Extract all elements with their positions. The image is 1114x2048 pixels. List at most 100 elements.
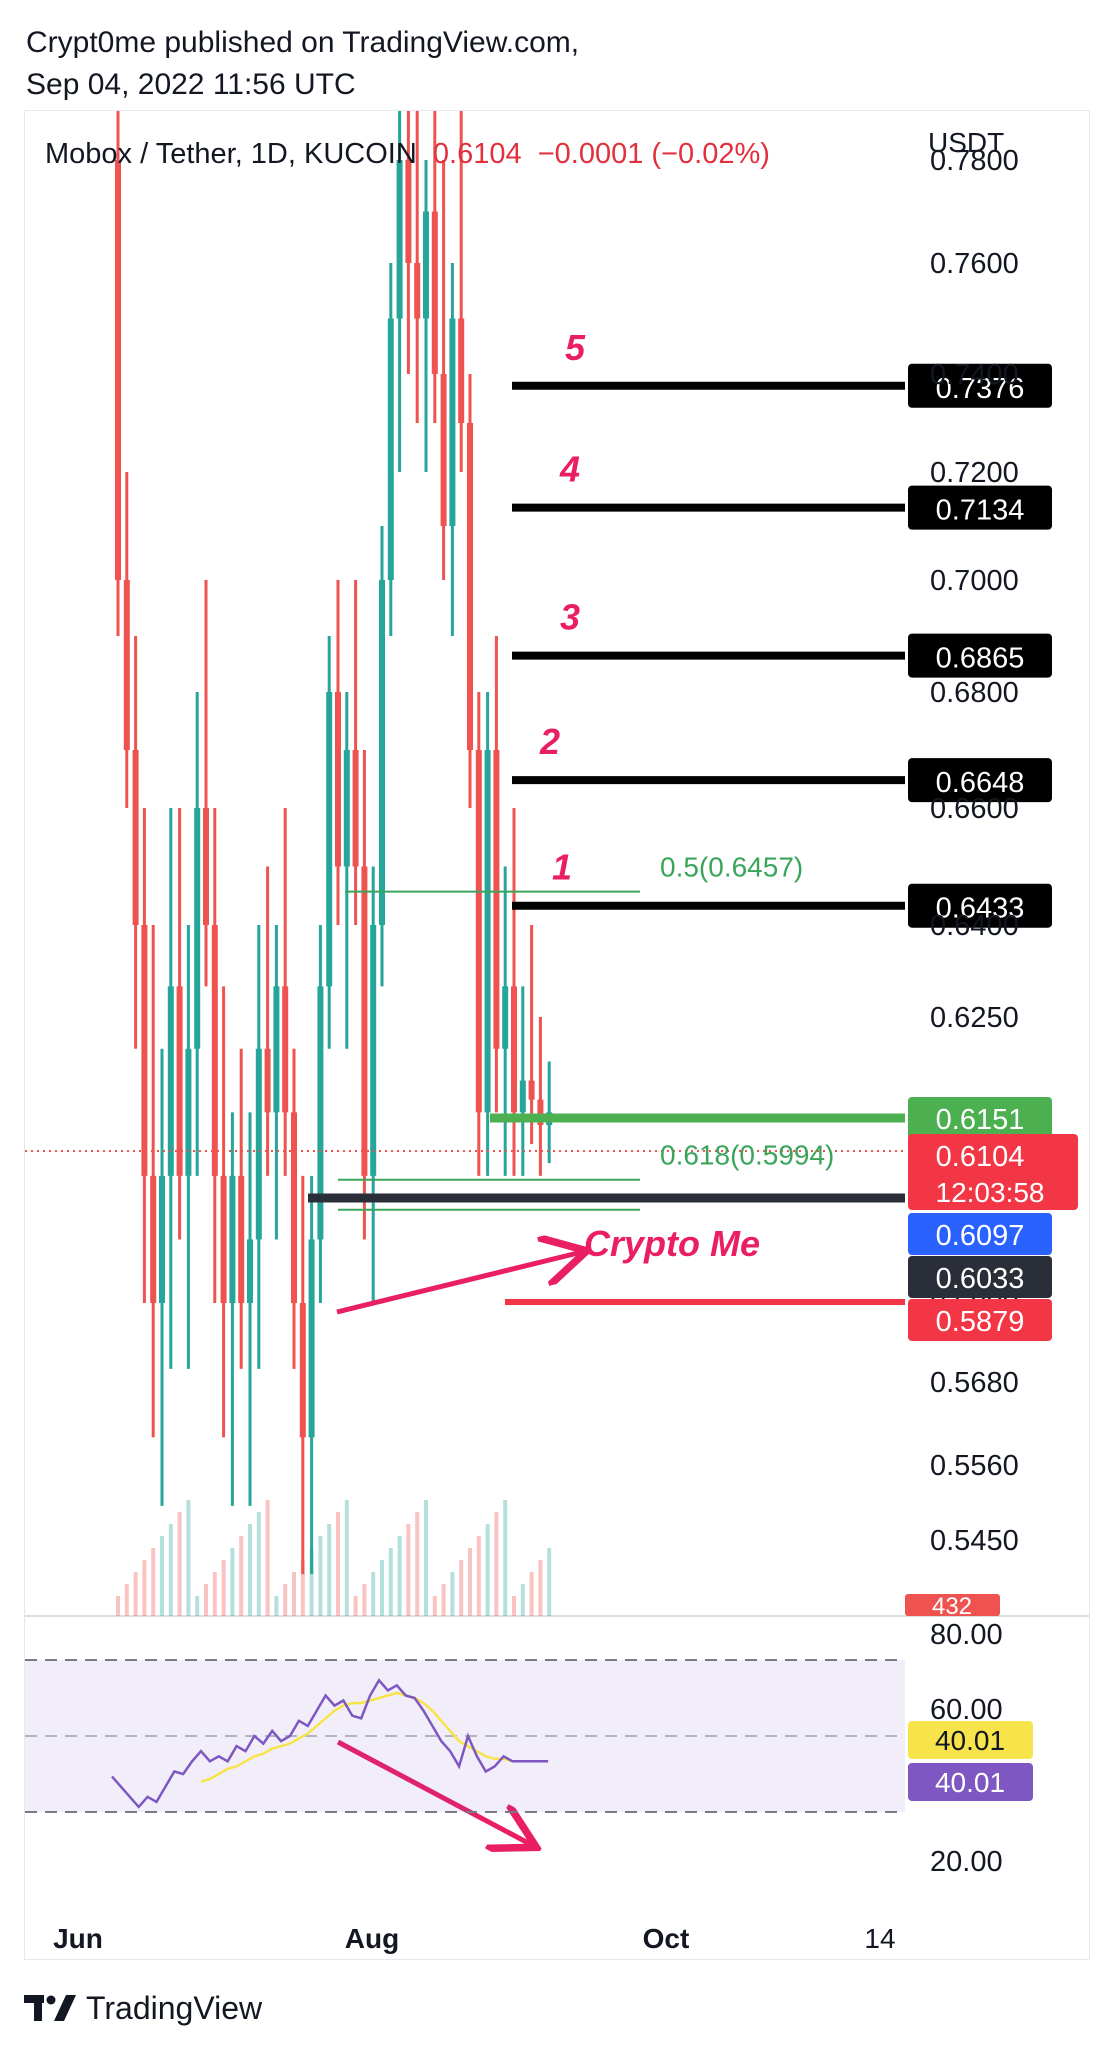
candle-body: [167, 986, 174, 1176]
volume-bar: [133, 1572, 138, 1616]
volume-badge-text: 432: [932, 1593, 972, 1620]
volume-bar: [256, 1512, 261, 1616]
candle-body: [519, 1080, 526, 1113]
target-lines[interactable]: 5 0.7376 4 0.7134 3 0.6865 2 0.6648 1 0.6433: [512, 327, 1052, 928]
price-tick-label: 0.6600: [930, 793, 1019, 825]
volume-bar: [494, 1512, 499, 1616]
time-axis[interactable]: Jun Aug Oct 14: [53, 1923, 895, 1954]
last-price: 0.6104: [432, 138, 522, 170]
volume-bar: [239, 1536, 244, 1616]
symbol-legend[interactable]: Mobox / Tether, 1D, KUCOIN 0.6104 −0.000…: [45, 138, 770, 171]
candle-body: [493, 750, 500, 1049]
footer-brand[interactable]: TradingView: [24, 1988, 262, 2028]
price-tick-label: 0.7800: [930, 145, 1019, 177]
volume-bar: [406, 1524, 411, 1616]
volume-bar: [230, 1548, 235, 1616]
price-badge-text: 0.6097: [936, 1220, 1025, 1252]
candle-body: [440, 374, 447, 526]
fib-level-label: 0.618(0.5994): [660, 1140, 834, 1171]
rsi-tick-label: 20.00: [930, 1846, 1003, 1878]
candle-body: [247, 1239, 253, 1303]
rsi-ma-line: [200, 1691, 549, 1783]
candle-body: [220, 1175, 227, 1303]
fib-retracement[interactable]: 0.5(0.6457) 0.618(0.5994): [338, 852, 834, 1211]
price-change: −0.0001 (−0.02%): [537, 138, 770, 170]
volume-bar: [336, 1512, 340, 1616]
fib-level-label: 0.5(0.6457): [660, 852, 803, 883]
price-tick-label: 0.7600: [930, 248, 1019, 280]
price-badge-text: 0.6033: [936, 1263, 1025, 1295]
volume-bar: [468, 1548, 472, 1616]
rsi-value-text: 40.01: [935, 1767, 1005, 1798]
volume-bar: [362, 1584, 367, 1616]
volume-bar: [300, 1560, 305, 1616]
price-badge: [908, 1299, 1052, 1341]
candle-body: [414, 263, 421, 319]
target-price-text: 0.6648: [936, 767, 1025, 799]
price-badge: [908, 1213, 1052, 1255]
price-badge-text: 0.6104: [936, 1141, 1025, 1173]
volume-bar: [265, 1500, 270, 1616]
candle-body: [343, 750, 350, 867]
candle-body: [475, 750, 482, 1113]
target-price-badge: [908, 363, 1052, 408]
volume-bar: [371, 1572, 376, 1616]
price-tick-label: 0.6800: [930, 677, 1019, 709]
price-badge: [908, 1256, 1052, 1298]
volume-bar: [327, 1524, 332, 1616]
price-badge: [908, 1134, 1078, 1210]
candle-body: [484, 750, 491, 1113]
price-axis[interactable]: 0.7800 0.7600 0.7400 0.7200 0.7000 0.6800 0.66…: [930, 145, 1019, 1557]
volume-bar: [485, 1524, 490, 1616]
price-tick-label: 0.6400: [930, 910, 1019, 942]
chart-canvas[interactable]: 0.5(0.6457) 0.618(0.5994) 5 0.7376 4 0.7134 3…: [0, 0, 1114, 1970]
target-price-badge: [908, 633, 1052, 678]
price-axis-unit: USDT: [928, 127, 1004, 158]
target-number-label: 4: [559, 449, 580, 490]
rsi-value-badge: [908, 1721, 1033, 1759]
candle-body: [203, 808, 209, 925]
footer-brand-text: TradingView: [86, 1989, 263, 2026]
volume-bar: [512, 1596, 516, 1616]
volume-bar: [424, 1500, 428, 1616]
candle-body: [379, 580, 385, 925]
volume-badge: [905, 1594, 1000, 1616]
candle-body: [150, 1175, 157, 1303]
candle-body: [308, 1239, 315, 1438]
price-tick-label: 0.5680: [930, 1367, 1019, 1399]
candle-body: [141, 925, 148, 1176]
candle-body: [335, 692, 341, 867]
candle-body: [537, 1099, 544, 1126]
target-number-label: 1: [552, 847, 572, 888]
candle-body: [502, 986, 509, 1049]
volume-bar: [221, 1560, 226, 1616]
divergence-arrow-price[interactable]: [336, 1252, 582, 1315]
target-price-text: 0.7134: [936, 495, 1025, 527]
volume-bar: [212, 1572, 217, 1616]
price-tick-label: 0.5450: [930, 1525, 1019, 1557]
divergence-arrow-rsi[interactable]: [336, 1739, 532, 1845]
candle-body: [132, 750, 139, 925]
candle-body: [317, 986, 324, 1240]
rsi-axis[interactable]: 80.00 60.00 20.00: [930, 1619, 1003, 1878]
candle-body: [185, 1048, 192, 1176]
target-price-text: 0.6865: [936, 643, 1025, 675]
volume-bar: [142, 1560, 147, 1616]
candle-body: [449, 318, 456, 526]
candle-body: [528, 1080, 535, 1100]
volume-bar: [177, 1512, 182, 1616]
volume-bar: [292, 1572, 296, 1616]
rsi-badges: 40.01 40.01: [908, 1721, 1033, 1801]
rsi-pane: [25, 1659, 905, 1813]
target-price-text: 0.6433: [936, 893, 1025, 925]
publish-date: Sep 04, 2022 11:56 UTC: [26, 68, 356, 101]
candle-body: [467, 423, 473, 750]
volume-bar: [318, 1536, 323, 1616]
candle-body: [194, 808, 201, 1049]
volume-bar: [204, 1584, 208, 1616]
volume-bar: [124, 1584, 129, 1616]
price-badges: 0.6151 0.6104 12:03:58 0.6097 0.6033 0.5879: [908, 1097, 1078, 1341]
candle-body: [238, 1175, 245, 1303]
rsi-tick-label: 80.00: [930, 1619, 1003, 1651]
volume-bar: [283, 1584, 288, 1616]
